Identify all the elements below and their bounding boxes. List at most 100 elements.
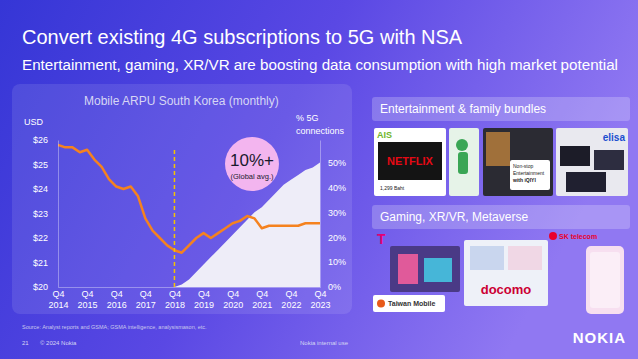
title: Convert existing 4G subscriptions to 5G … [22,26,463,48]
image-text: Entertainment [513,170,545,176]
image-card [374,128,446,196]
y-tick: $21 [33,258,48,268]
image-figure [458,152,468,174]
x-tick: Q42019 [194,289,214,309]
annotation: (Global avg.) [231,172,274,181]
footer-source: Source: Analyst reports and GSMA; GSMA i… [22,324,207,330]
x-tick: Q42017 [136,289,156,309]
annotation-bubble [225,137,279,191]
logo-mark [549,232,557,240]
x-tick-label: Q42015 [78,289,98,309]
x-tick-label-line: Q4 [111,289,123,299]
x-tick-label-line: 2016 [107,300,127,310]
image-screen [594,150,624,170]
reference-line [174,150,176,287]
footer-copyright: © 2024 Nokia [40,340,77,346]
x-tick: Q42014 [48,289,68,309]
chart-title: Mobile ARPU South Korea (monthly) [84,94,279,108]
y-tick-label: $24 [33,184,48,194]
y-tick-label: $21 [33,258,48,268]
image-figure [508,246,542,270]
x-tick-label: Q42022 [281,289,301,309]
subtitle: Entertainment, gaming, XR/VR are boostin… [22,57,618,73]
y2-tick: 0% [328,282,341,292]
image-card [556,128,628,196]
y-tick-label: $25 [33,160,48,170]
y2-tick-label: 10% [328,257,346,267]
y2-tick-label: 20% [328,233,346,243]
x-tick-label: Q42021 [252,289,272,309]
y-tick: $25 [33,160,48,170]
y-tick-label: $22 [33,233,48,243]
x-tick: Q42022 [281,289,301,309]
image-figure [398,254,418,284]
x-tick-label-line: Q4 [169,289,181,299]
image-card [390,246,460,292]
x-tick-label-line: 2017 [136,300,156,310]
y2-tick: 30% [328,208,346,218]
y2-tick-label: 30% [328,208,346,218]
x-tick: Q42023 [310,289,330,309]
x-tick-label-line: Q4 [140,289,152,299]
x-tick-label-line: Q4 [198,289,210,299]
image-card [510,160,550,190]
image-figure [470,246,504,270]
footer-classification: Nokia internal use [300,340,349,346]
y-tick-label: $23 [33,209,48,219]
y-tick: $23 [33,209,48,219]
y-tick: $22 [33,233,48,243]
x-tick-label-line: 2018 [165,300,185,310]
x-tick-label-line: 2015 [78,300,98,310]
x-tick-label-line: 2020 [223,300,243,310]
x-tick: Q42021 [252,289,272,309]
x-tick: Q42015 [78,289,98,309]
y-axis: $20$21$22$23$24$25$26 [33,135,59,292]
logo-text: T [377,231,386,247]
panel-title: Gaming, XR/VR, Metaverse [380,210,528,224]
x-tick-label-line: Q4 [82,289,94,299]
x-tick-label: Q42019 [194,289,214,309]
y-axis-line [58,141,59,288]
slide: Convert existing 4G subscriptions to 5G … [0,0,638,359]
background [0,0,638,359]
footer-page: 21 [22,340,29,346]
logo-mark [377,300,385,308]
image-screen [590,252,620,308]
chart-panel [12,84,352,314]
x-tick-label-line: Q4 [256,289,268,299]
line-series [58,145,320,253]
panel-header [372,205,630,229]
x-tick-label-line: 2022 [281,300,301,310]
x-axis: Q42014Q42015Q42016Q42017Q42018Q42019Q420… [48,288,330,310]
image-screen [566,172,606,192]
y2-tick-label: 0% [328,282,341,292]
image-text: with iQIYI [512,177,536,183]
x-axis-line [59,287,321,288]
footer-logo: NOKIA [573,329,626,346]
logo-text: SK telecom [559,233,597,240]
y2-axis-title: connections [296,126,345,136]
y2-tick-label: 50% [328,158,346,168]
image-text: 1,299 Baht [380,185,405,191]
image-card [483,128,553,196]
logo-text: docomo [481,282,532,297]
y-tick-label: $26 [33,135,48,145]
y2-axis: 0%10%20%30%40%50% [321,141,347,293]
y2-axis-title: % 5G [296,113,319,123]
logo-text: Taiwan Mobile [388,300,435,307]
x-tick-label: Q42020 [223,289,243,309]
x-tick-label: Q42016 [107,289,127,309]
logo-text: elisa [603,132,626,143]
y-tick: $26 [33,135,48,145]
x-tick-label-line: 2014 [48,300,68,310]
y2-tick: 10% [328,257,346,267]
panel-header [372,97,630,121]
x-tick-label-line: 2019 [194,300,214,310]
x-tick-label: Q42014 [48,289,68,309]
image-poster [486,132,510,166]
x-tick-label-line: Q4 [52,289,64,299]
y2-tick: 50% [328,158,346,168]
x-tick-label-line: Q4 [285,289,297,299]
image-figure [456,139,468,151]
x-tick: Q42020 [223,289,243,309]
